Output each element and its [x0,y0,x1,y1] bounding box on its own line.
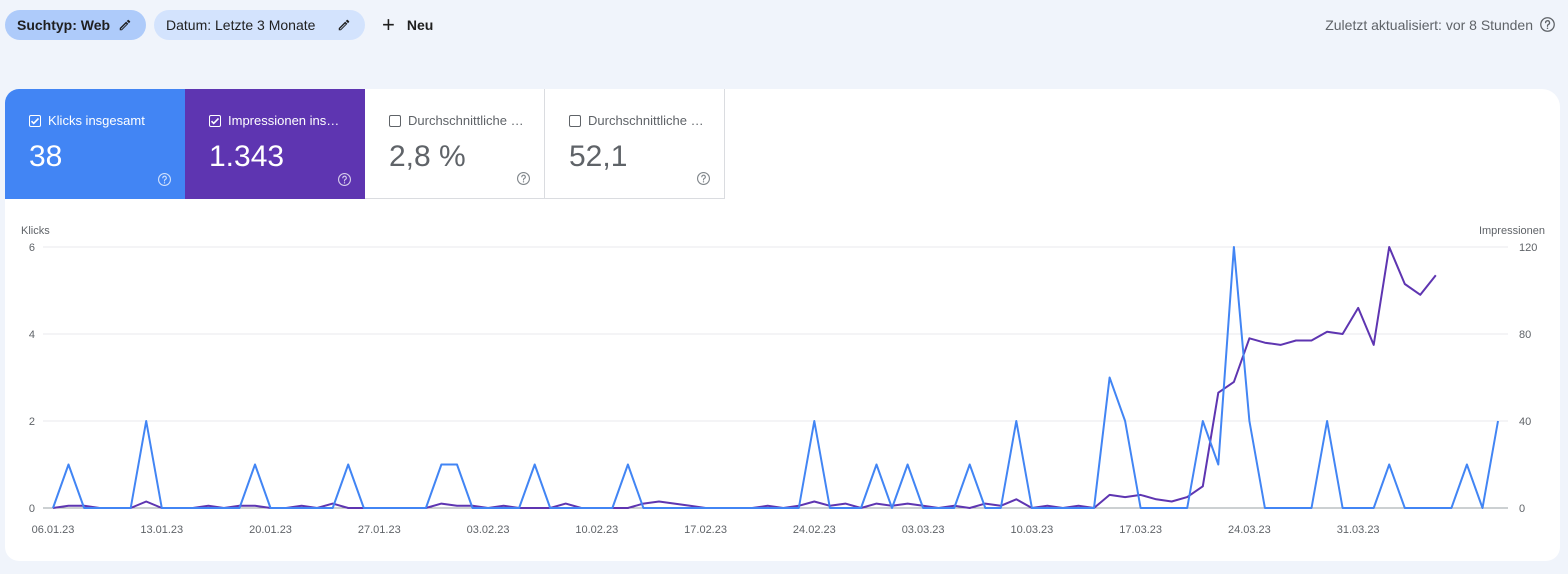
checkbox-checked-icon[interactable] [209,114,221,127]
pencil-icon [119,19,131,31]
search-type-filter-chip[interactable]: Suchtyp: Web [5,10,146,40]
x-tick-label: 27.01.23 [358,524,401,536]
help-icon[interactable] [696,171,711,186]
x-tick-label: 31.03.23 [1337,524,1380,536]
x-tick-label: 24.02.23 [793,524,836,536]
last-updated: Zuletzt aktualisiert: vor 8 Stunden [1325,16,1556,33]
plus-icon: + [382,12,395,37]
y-right-tick-label: 40 [1519,416,1531,428]
x-tick-label: 24.03.23 [1228,524,1271,536]
y-right-tick-label: 120 [1519,242,1537,254]
metric-tile-impressions[interactable]: Impressionen ins… 1.343 [185,89,365,199]
date-filter-label: Datum: Letzte 3 Monate [166,17,316,33]
checkbox-unchecked-icon[interactable] [569,114,581,127]
y-right-tick-label: 0 [1519,503,1525,515]
x-tick-label: 10.02.23 [575,524,618,536]
checkbox-checked-icon[interactable] [29,114,41,127]
y-axis-left-title: Klicks [21,225,50,237]
x-tick-label: 06.01.23 [32,524,75,536]
metric-tile-clicks[interactable]: Klicks insgesamt 38 [5,89,185,199]
help-icon[interactable] [337,172,352,187]
x-tick-label: 10.03.23 [1010,524,1053,536]
x-tick-label: 03.03.23 [902,524,945,536]
series-line-impressionen [52,246,1437,509]
pencil-icon [338,19,350,31]
metric-label: Klicks insgesamt [48,113,145,128]
y-left-tick-label: 4 [29,329,35,341]
checkbox-unchecked-icon[interactable] [389,114,401,127]
series-line-klicks [52,246,1499,509]
last-updated-text: Zuletzt aktualisiert: vor 8 Stunden [1325,16,1533,33]
metric-title: Durchschnittliche … [389,113,544,128]
metric-tile-ctr[interactable]: Durchschnittliche … 2,8 % [365,89,545,199]
metric-tile-position[interactable]: Durchschnittliche … 52,1 [545,89,725,199]
y-left-tick-label: 2 [29,416,35,428]
metric-label: Durchschnittliche … [408,113,524,128]
help-icon[interactable] [157,172,172,187]
y-left-tick-label: 0 [29,503,35,515]
new-filter-button[interactable]: + Neu [382,10,433,40]
help-icon[interactable] [516,171,531,186]
metric-value: 52,1 [569,140,628,173]
performance-card: Klicks insgesamt 38 Impressionen ins… 1.… [5,89,1560,561]
x-tick-label: 20.01.23 [249,524,292,536]
performance-chart[interactable]: Klicks Impressionen 0 0 2 40 4 80 6 120 06.01.23… [5,89,1560,561]
metric-title: Impressionen ins… [209,113,365,128]
new-filter-label: Neu [406,17,434,33]
date-filter-chip[interactable]: Datum: Letzte 3 Monate [154,10,365,40]
metric-value: 2,8 % [389,140,466,173]
y-left-tick-label: 6 [29,242,35,254]
metric-title: Durchschnittliche … [569,113,724,128]
y-axis-right-title: Impressionen [1479,225,1545,237]
x-tick-label: 13.01.23 [140,524,183,536]
search-type-filter-label: Suchtyp: Web [17,17,111,33]
x-tick-label: 17.03.23 [1119,524,1162,536]
x-tick-label: 03.02.23 [467,524,510,536]
metric-title: Klicks insgesamt [29,113,185,128]
filter-bar: Suchtyp: Web Datum: Letzte 3 Monate + Ne… [0,0,1568,50]
help-icon[interactable] [1539,16,1556,33]
metric-label: Durchschnittliche … [588,113,704,128]
metric-value: 38 [29,140,63,173]
metric-label: Impressionen ins… [228,113,340,128]
x-tick-label: 17.02.23 [684,524,727,536]
y-right-tick-label: 80 [1519,329,1531,341]
metric-value: 1.343 [209,140,285,173]
